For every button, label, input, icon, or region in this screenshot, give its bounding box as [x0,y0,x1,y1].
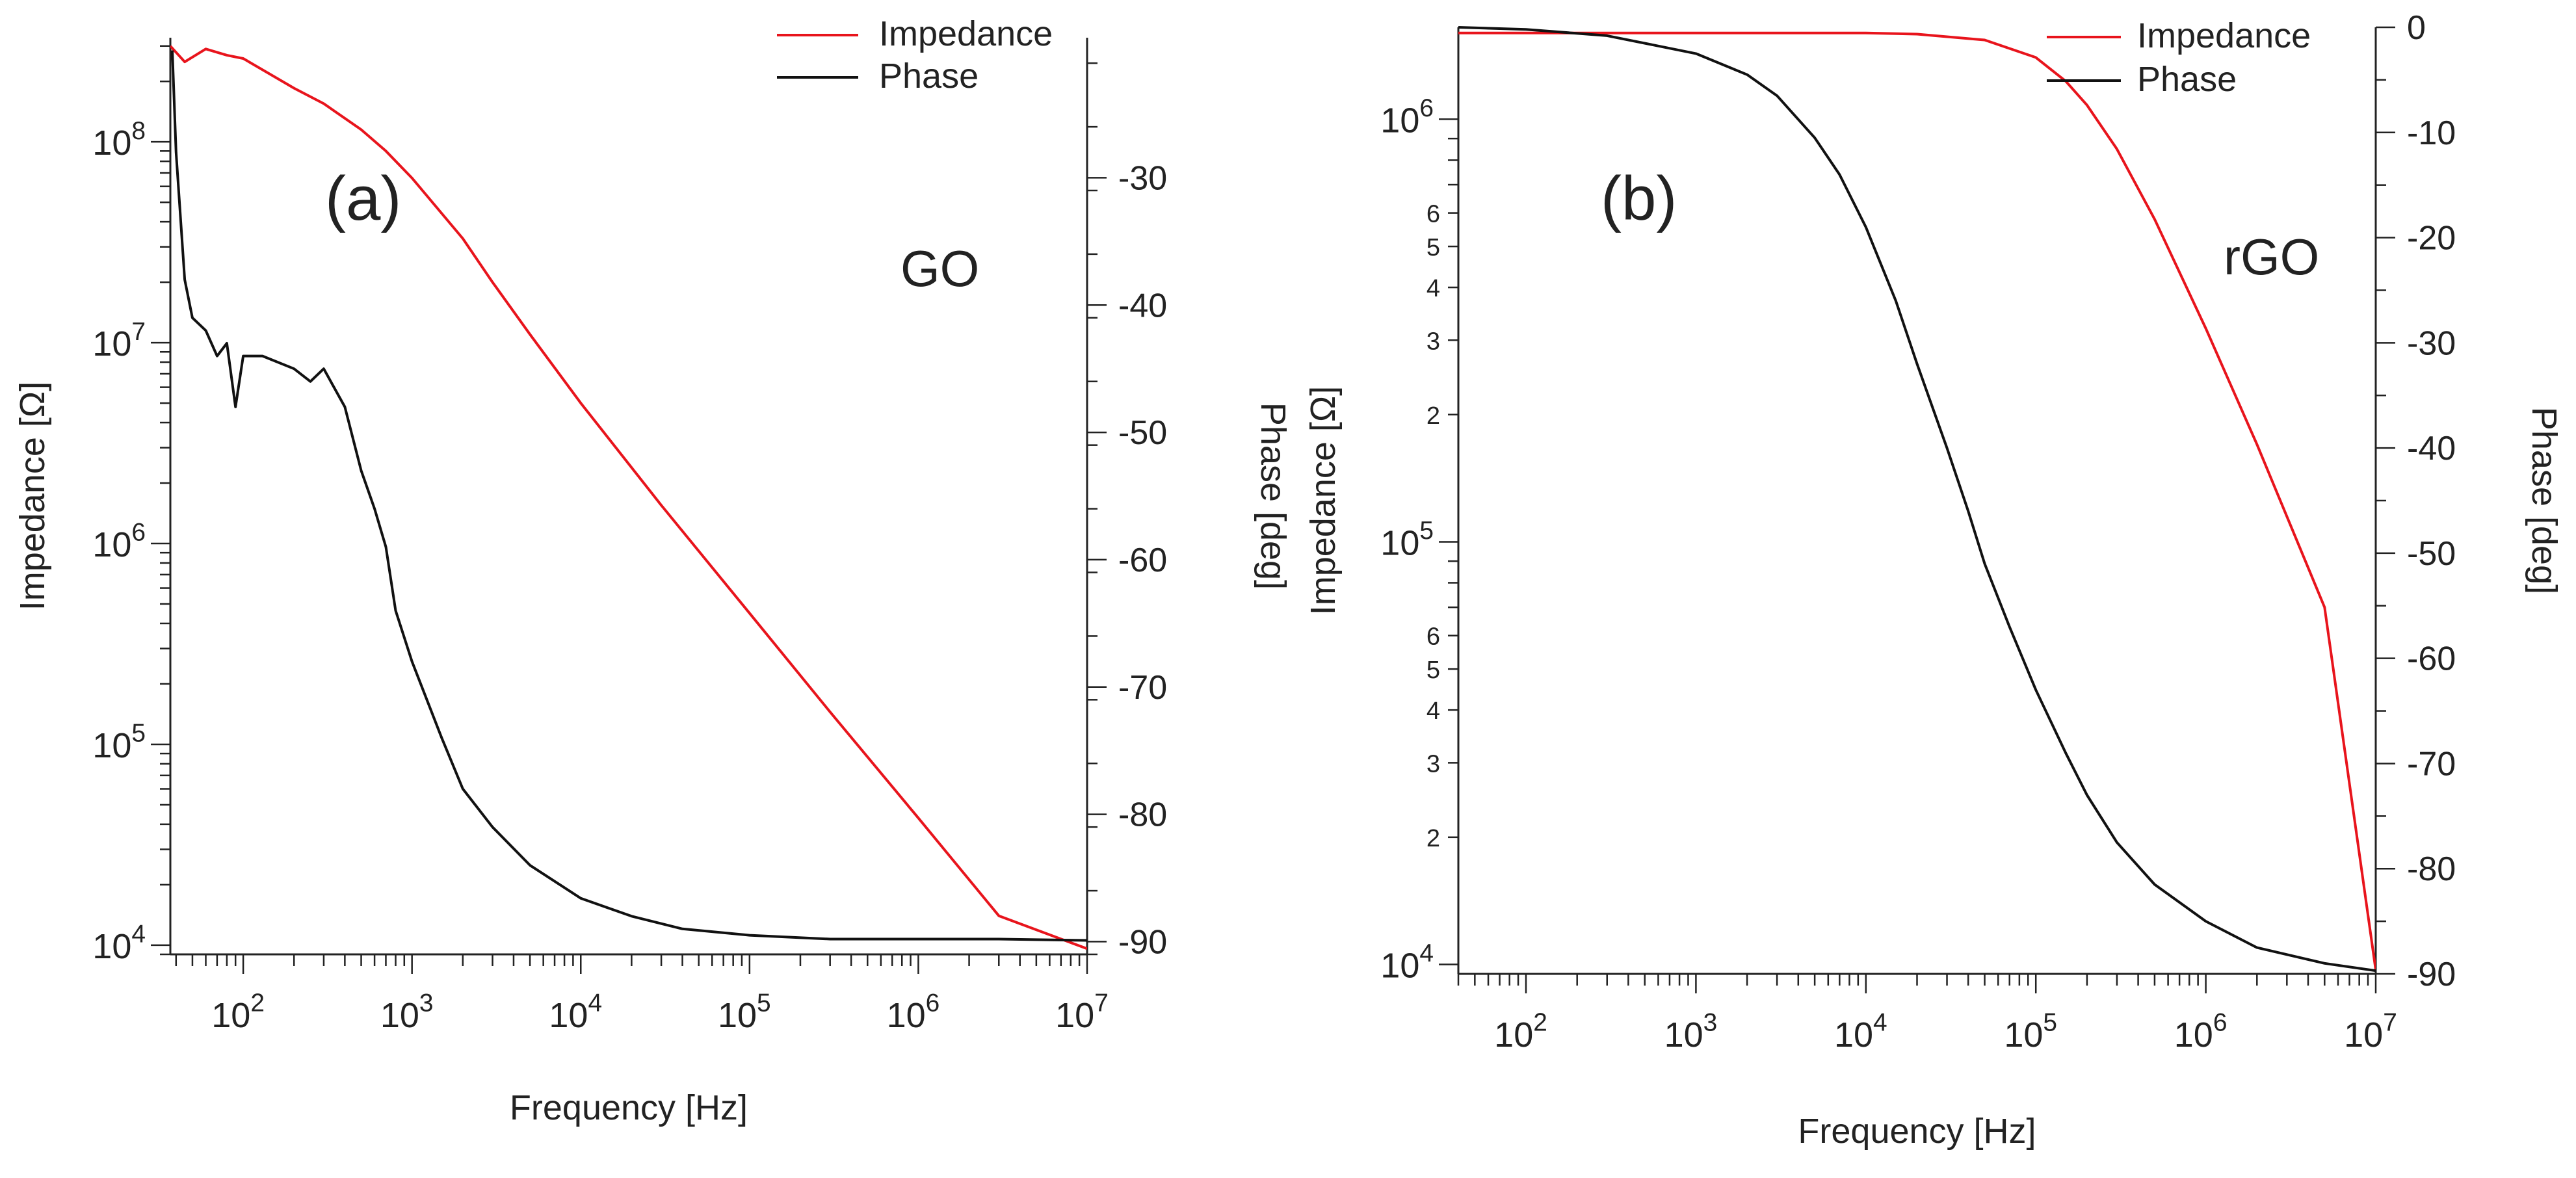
y-tick-label: 106 [92,519,146,564]
y2-tick-label: -90 [1118,923,1167,961]
x-tick-label: 107 [2344,1009,2397,1054]
x-tick-label: 102 [1494,1009,1547,1054]
y2-tick-label: -30 [1118,159,1167,197]
y2-tick-label: -30 [2407,324,2456,362]
y2-axis-label: Phase [deg] [1254,402,1293,590]
x-tick-label: 107 [1055,989,1109,1035]
sample-label: GO [900,240,979,297]
legend-label-impedance: Impedance [2137,16,2311,55]
y-minor-tick-label: 6 [1426,623,1440,651]
y-axis-label: Impedance [Ω] [13,382,52,611]
chart-panel-a: -30 -40 -50 -60 -70 -80 -90 Frequency [Hz] Imped… [13,14,1293,1127]
y-minor-tick-label: 4 [1426,275,1440,302]
y2-tick-label: -10 [2407,114,2456,152]
legend: Impedance Phase [2047,16,2311,99]
y2-tick-label: -40 [1118,287,1167,324]
y2-tick-label: -60 [2407,640,2456,678]
legend-label-phase: Phase [879,57,979,96]
y2-tick-label: -90 [2407,956,2456,993]
y-tick-label: 105 [92,720,146,765]
panel-label: (a) [325,164,401,233]
y-axis-label: Impedance [Ω] [1304,386,1343,616]
chart-panel-b: 2 3 4 5 6 2 3 4 5 6 0 -10 -20 -30 -40 -50 -60 -70 -80 -90 Fr… [1304,9,2564,1151]
series-line-phase [1458,27,2376,971]
y2-tick-label: -70 [1118,669,1167,707]
x-tick-label: 105 [2004,1009,2057,1054]
y2-tick-label: -20 [2407,220,2456,257]
x-tick-label: 102 [211,989,265,1035]
panel-label: (b) [1601,164,1677,233]
y2-axis-label: Phase [deg] [2525,407,2564,594]
y2-tick-label: -40 [2407,430,2456,467]
x-tick-label: 104 [1834,1009,1887,1054]
x-axis-label: Frequency [Hz] [1798,1112,2036,1151]
y-tick-label: 105 [1380,517,1434,562]
y-minor-tick-label: 2 [1426,402,1440,430]
y-minor-tick-label: 4 [1426,698,1440,725]
y2-tick-label: -70 [2407,745,2456,783]
y-minor-tick-label: 6 [1426,201,1440,228]
y-minor-tick-label: 2 [1426,825,1440,852]
legend: Impedance Phase [777,14,1053,96]
legend-label-impedance: Impedance [879,14,1053,53]
y2-tick-label: -80 [2407,850,2456,888]
x-axis-label: Frequency [Hz] [510,1088,748,1127]
series-line-impedance [1458,33,2376,970]
x-tick-label: 106 [887,989,940,1035]
y-tick-label: 106 [1380,94,1434,140]
y2-tick-label: -60 [1118,542,1167,579]
y2-tick-label: -80 [1118,796,1167,834]
y-minor-tick-label: 3 [1426,328,1440,355]
x-tick-label: 106 [2174,1009,2228,1054]
y-minor-tick-label: 3 [1426,750,1440,778]
legend-label-phase: Phase [2137,60,2237,99]
y2-tick-label: -50 [2407,535,2456,573]
x-tick-label: 104 [549,989,602,1035]
sample-label: rGO [2224,228,2319,285]
x-tick-label: 103 [1664,1009,1718,1054]
y-tick-label: 104 [92,921,146,966]
y-tick-label: 104 [1380,939,1434,985]
y-minor-tick-label: 5 [1426,234,1440,261]
series-line-phase [172,51,1087,941]
y-minor-tick-label: 5 [1426,657,1440,684]
y2-tick-label: 0 [2407,9,2426,47]
series-line-impedance [170,46,1087,949]
x-tick-label: 105 [718,989,771,1035]
y2-tick-label: -50 [1118,414,1167,452]
x-tick-label: 103 [380,989,434,1035]
y-tick-label: 107 [92,318,146,363]
y-tick-label: 108 [92,117,146,163]
